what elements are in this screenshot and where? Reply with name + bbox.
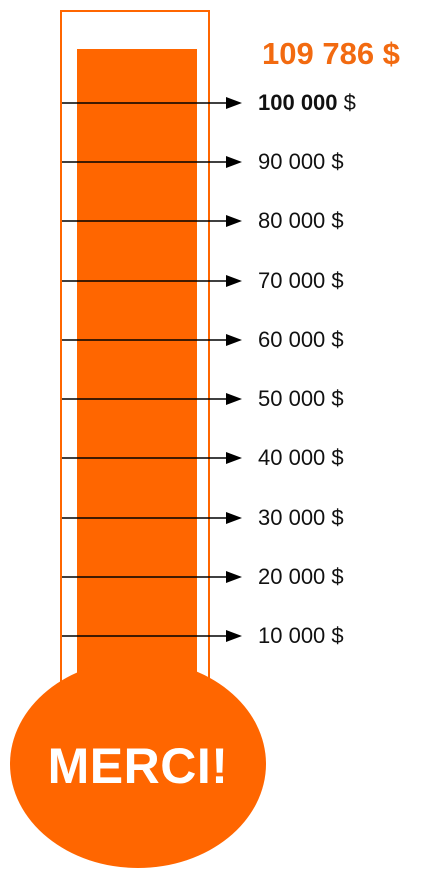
arrow-head-icon [226, 275, 242, 287]
marker-label: 80 000 $ [258, 210, 344, 232]
marker-currency: $ [325, 386, 344, 411]
marker-currency: $ [325, 623, 344, 648]
marker-amount: 100 000 [258, 90, 338, 115]
marker-arrow [62, 630, 242, 642]
arrow-head-icon [226, 97, 242, 109]
arrow-head-icon [226, 630, 242, 642]
marker-amount: 10 000 [258, 623, 326, 648]
marker-currency: $ [325, 268, 344, 293]
thermometer-bulb: MERCI! [10, 660, 266, 868]
marker-currency: $ [325, 149, 344, 174]
total-raised: 109 786 $ [262, 36, 400, 71]
marker-amount: 80 000 [258, 208, 326, 233]
marker-label: 60 000 $ [258, 329, 344, 351]
marker-arrow [62, 452, 242, 464]
marker-amount: 90 000 [258, 149, 326, 174]
marker-amount: 20 000 [258, 564, 326, 589]
marker-label: 90 000 $ [258, 151, 344, 173]
marker-label: 70 000 $ [258, 270, 344, 292]
arrow-head-icon [226, 393, 242, 405]
marker-arrow [62, 215, 242, 227]
thank-you-label: MERCI! [47, 738, 229, 794]
marker-currency: $ [325, 564, 344, 589]
marker-currency: $ [337, 90, 356, 115]
arrow-head-icon [226, 215, 242, 227]
marker-amount: 70 000 [258, 268, 326, 293]
marker-label: 40 000 $ [258, 447, 344, 469]
marker-arrow [62, 393, 242, 405]
marker-label: 50 000 $ [258, 388, 344, 410]
marker-arrow [62, 571, 242, 583]
thermometer-fill [77, 49, 197, 720]
arrow-head-icon [226, 334, 242, 346]
marker-label: 20 000 $ [258, 566, 344, 588]
marker-arrow [62, 512, 242, 524]
marker-arrow [62, 275, 242, 287]
marker-currency: $ [325, 445, 344, 470]
marker-amount: 30 000 [258, 505, 326, 530]
marker-amount: 60 000 [258, 327, 326, 352]
marker-currency: $ [325, 208, 344, 233]
arrow-head-icon [226, 452, 242, 464]
marker-arrow [62, 97, 242, 109]
arrow-head-icon [226, 156, 242, 168]
marker-currency: $ [325, 327, 344, 352]
marker-arrow [62, 156, 242, 168]
goal-marker-label: 100 000 $ [258, 92, 356, 114]
marker-arrow [62, 334, 242, 346]
arrow-head-icon [226, 512, 242, 524]
marker-label: 30 000 $ [258, 507, 344, 529]
arrow-head-icon [226, 571, 242, 583]
marker-label: 10 000 $ [258, 625, 344, 647]
marker-amount: 50 000 [258, 386, 326, 411]
marker-amount: 40 000 [258, 445, 326, 470]
marker-currency: $ [325, 505, 344, 530]
